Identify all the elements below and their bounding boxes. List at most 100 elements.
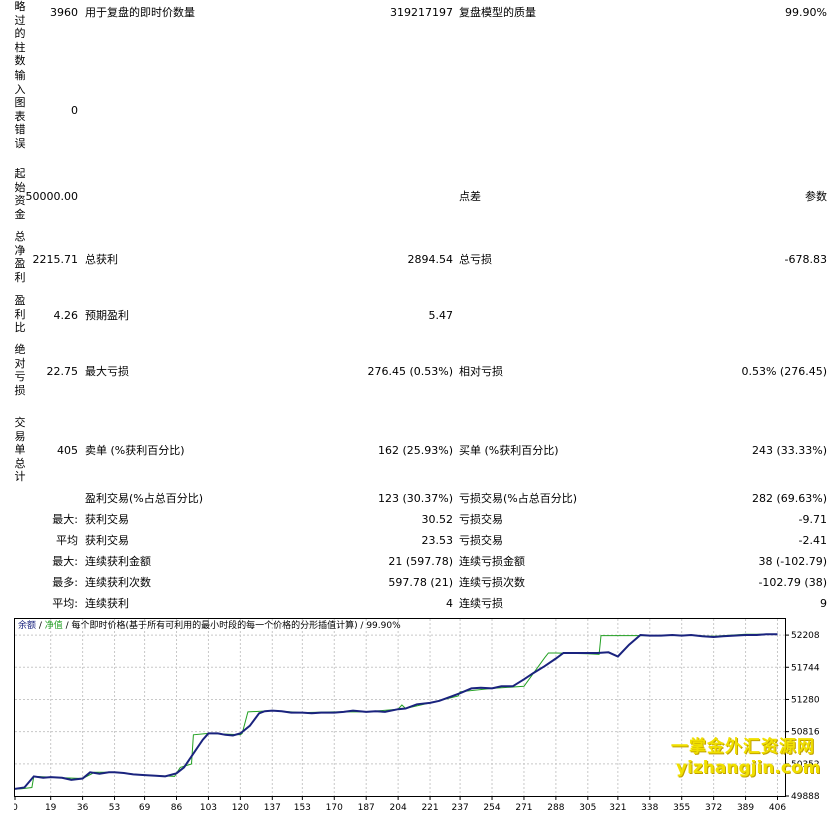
watermark-chinese: 一掌金外汇资源网 [671, 737, 815, 757]
value-max-consecutive-losses: 38 (-102.79) [758, 555, 827, 568]
value-mismatched-errors: 0 [71, 104, 78, 117]
balance-equity-chart: 0 19 36 53 69 86 103 120 137 153 170 187 204 221 237 25… [14, 618, 836, 814]
x-tick-label: 19 [45, 803, 57, 813]
x-tick-label: 338 [641, 803, 658, 813]
x-tick-label: 53 [109, 803, 120, 813]
value-model-quality: 99.90% [785, 6, 827, 19]
chart-svg: 0 19 36 53 69 86 103 120 137 153 170 187 204 221 237 25… [14, 618, 820, 813]
label-mismatched-errors: 输入图表错误 [14, 69, 26, 150]
x-tick-label: 288 [547, 803, 564, 813]
x-tick-label: 305 [579, 803, 596, 813]
x-tick-label: 372 [705, 803, 722, 813]
label-short-positions: 卖单 (%获利百分比) [85, 444, 185, 457]
label-profit-factor: 盈利比 [14, 294, 26, 334]
label-max-consecutive-losses: 连续亏损金额 [459, 555, 525, 568]
x-tick-label: 36 [77, 803, 89, 813]
label-gross-loss: 总亏损 [459, 253, 492, 266]
value-expected-payoff: 5.47 [428, 309, 454, 322]
label-gross-profit: 总获利 [85, 253, 118, 266]
x-tick-label: 254 [483, 803, 500, 813]
balance-line [14, 633, 778, 790]
label-maximal-consecutive-profit: 连续获利次数 [85, 576, 151, 589]
x-tick-label: 321 [609, 803, 626, 813]
label-total-trades: 交易单总计 [14, 416, 26, 483]
x-axis: 0 19 36 53 69 86 103 120 137 153 170 187 204 221 237 25… [14, 796, 786, 813]
series [14, 633, 778, 790]
value-long-positions: 243 (33.33%) [751, 444, 827, 457]
label-maximal-drawdown: 最大亏损 [85, 365, 129, 378]
label-maximal-consecutive-loss: 连续亏损次数 [459, 576, 525, 589]
label-total-net-profit: 总净盈利 [14, 230, 26, 284]
prefix-maximal: 最多: [52, 576, 78, 589]
value-largest-loss-trade: -9.71 [798, 513, 827, 526]
legend-description: / 每个即时价格(基于所有可利用的最小时段的每一个价格的分形插值计算) / 99… [62, 621, 401, 631]
x-tick-label: 237 [452, 803, 469, 813]
value-average-loss-trade: -2.41 [798, 534, 827, 547]
y-tick-label: 51744 [791, 663, 820, 673]
prefix-largest: 最大: [52, 513, 78, 526]
x-tick-label: 204 [390, 803, 407, 813]
label-largest-loss-trade: 亏损交易 [459, 513, 503, 526]
value-gross-profit: 2894.54 [407, 253, 454, 266]
label-expected-payoff: 预期盈利 [85, 309, 129, 322]
value-maximal-drawdown: 276.45 (0.53%) [367, 365, 453, 378]
value-spread: 参数 [805, 190, 827, 203]
value-ticks-modelled: 319217197 [390, 6, 453, 19]
legend-equity: 净值 [44, 621, 63, 631]
value-bars-skipped: 3960 [50, 6, 78, 19]
prefix-maximum: 最大: [52, 555, 78, 568]
value-relative-drawdown: 0.53% (276.45) [741, 365, 827, 378]
y-tick-label: 50816 [791, 728, 820, 738]
y-tick-label: 49888 [791, 792, 820, 802]
y-tick-label: 51280 [791, 695, 820, 705]
prefix-average-consecutive: 平均: [52, 597, 78, 610]
x-tick-label: 120 [232, 803, 249, 813]
x-tick-label: 187 [358, 803, 375, 813]
value-maximal-consecutive-profit: 597.78 (21) [388, 576, 453, 589]
label-initial-deposit: 起始资金 [14, 167, 26, 221]
x-tick-label: 103 [200, 803, 217, 813]
x-tick-label: 406 [769, 803, 786, 813]
value-gross-loss: -678.83 [784, 253, 827, 266]
value-total-net-profit: 2215.71 [32, 253, 79, 266]
x-tick-label: 389 [737, 803, 754, 813]
value-initial-deposit: 50000.00 [25, 190, 79, 203]
value-profit-factor: 4.26 [53, 309, 79, 322]
label-max-consecutive-wins: 连续获利金额 [85, 555, 151, 568]
prefix-average: 平均 [56, 534, 78, 547]
x-tick-label: 271 [515, 803, 532, 813]
legend-balance: 余额 [18, 621, 37, 631]
label-absolute-drawdown: 绝对亏损 [14, 343, 26, 397]
x-tick-label: 221 [421, 803, 438, 813]
chart-legend: 余额 / 净值 / 每个即时价格(基于所有可利用的最小时段的每一个价格的分形插值… [18, 621, 401, 632]
value-total-trades: 405 [57, 444, 78, 457]
x-tick-label: 86 [171, 803, 183, 813]
label-spread: 点差 [459, 190, 481, 203]
x-tick-label: 355 [673, 803, 690, 813]
label-profit-trades: 盈利交易(%占总百分比) [85, 492, 204, 505]
label-loss-trades: 亏损交易(%占总百分比) [459, 492, 578, 505]
value-maximal-consecutive-loss: -102.79 (38) [758, 576, 827, 589]
watermark-url: yizhangjin.com [676, 758, 821, 778]
grid [15, 619, 785, 796]
label-average-consecutive-losses: 连续亏损 [459, 597, 503, 610]
label-model-quality: 复盘模型的质量 [459, 6, 536, 19]
label-average-consecutive-wins: 连续获利 [85, 597, 129, 610]
y-tick-label: 52208 [791, 631, 820, 641]
label-relative-drawdown: 相对亏损 [459, 365, 503, 378]
value-max-consecutive-wins: 21 (597.78) [388, 555, 453, 568]
x-tick-label: 0 [14, 803, 18, 813]
value-absolute-drawdown: 22.75 [46, 365, 79, 378]
x-tick-label: 170 [326, 803, 343, 813]
value-average-consecutive-losses: 9 [820, 597, 827, 610]
y-tick-label: 50352 [791, 760, 820, 770]
value-largest-profit-trade: 30.52 [421, 513, 454, 526]
label-average-loss-trade: 亏损交易 [459, 534, 503, 547]
legend-sep: / [36, 621, 45, 631]
label-bars-skipped: 略过的柱数 [14, 0, 26, 67]
label-average-profit-trade: 获利交易 [85, 534, 129, 547]
x-tick-label: 69 [139, 803, 151, 813]
value-profit-trades: 123 (30.37%) [377, 492, 453, 505]
value-short-positions: 162 (25.93%) [377, 444, 453, 457]
value-average-consecutive-wins: 4 [446, 597, 453, 610]
